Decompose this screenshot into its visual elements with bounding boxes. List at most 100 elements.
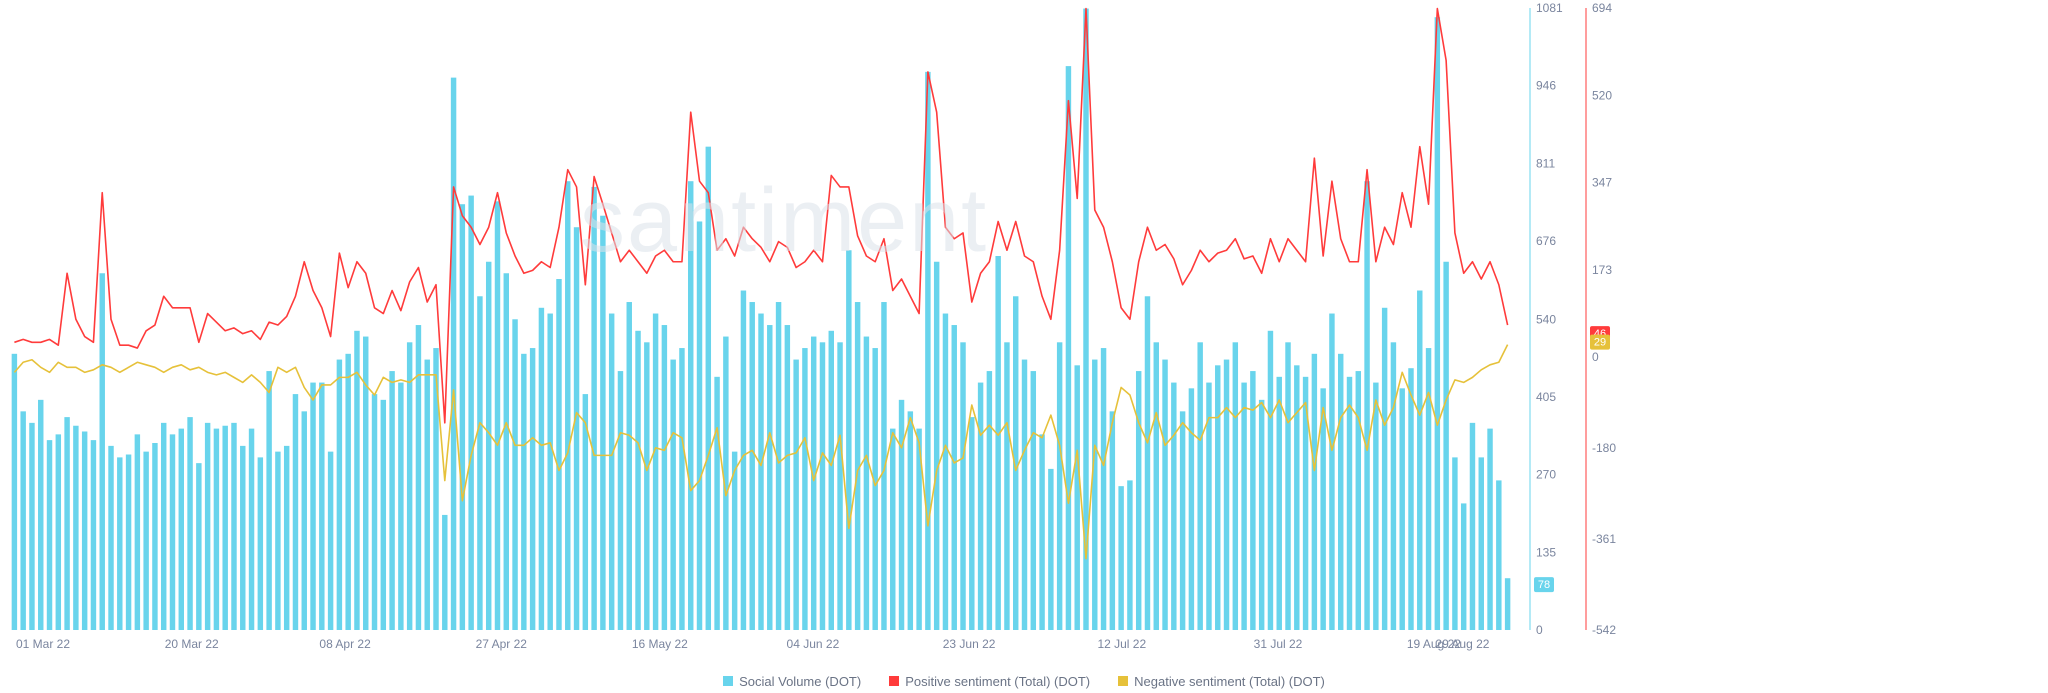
bar [1189, 388, 1194, 630]
bar [337, 360, 342, 630]
y2-tick: -542 [1592, 623, 1616, 637]
bar [1373, 383, 1378, 630]
bar [1215, 365, 1220, 630]
bar [143, 452, 148, 630]
bar [609, 314, 614, 630]
x-tick: 04 Jun 22 [787, 637, 840, 651]
bar [1479, 457, 1484, 630]
bar [1268, 331, 1273, 630]
bar [653, 314, 658, 630]
bar [1408, 368, 1413, 630]
bar [565, 181, 570, 630]
x-tick: 12 Jul 22 [1097, 637, 1146, 651]
bar [126, 455, 131, 630]
bar [222, 426, 227, 630]
bar [591, 187, 596, 630]
bar [468, 196, 473, 630]
bar [539, 308, 544, 630]
bar [381, 400, 386, 630]
bar [240, 446, 245, 630]
x-tick: 31 Jul 22 [1254, 637, 1303, 651]
bar [521, 354, 526, 630]
bar [1233, 342, 1238, 630]
bar [1470, 423, 1475, 630]
bar [1443, 262, 1448, 630]
bar [1127, 480, 1132, 630]
svg-text:78: 78 [1538, 579, 1550, 591]
chart-canvas: 01352704055406768119461081-542-361-18001… [0, 0, 2048, 693]
bar [635, 331, 640, 630]
x-tick: 23 Jun 22 [943, 637, 996, 651]
legend-item: Negative sentiment (Total) (DOT) [1118, 674, 1325, 689]
axis-badge: 78 [1534, 577, 1554, 592]
x-tick: 16 May 22 [632, 637, 688, 651]
bar [530, 348, 535, 630]
x-tick: 27 Apr 22 [476, 637, 528, 651]
bar [785, 325, 790, 630]
bar [644, 342, 649, 630]
bar [1118, 486, 1123, 630]
bar [890, 429, 895, 630]
bar [1496, 480, 1501, 630]
bar [486, 262, 491, 630]
bar [1057, 342, 1062, 630]
bar [214, 429, 219, 630]
bar [1136, 371, 1141, 630]
bar [574, 227, 579, 630]
y2-tick: -361 [1592, 532, 1616, 546]
bar [662, 325, 667, 630]
bar [319, 383, 324, 630]
bar [293, 394, 298, 630]
bar [1426, 348, 1431, 630]
bar [1224, 360, 1229, 630]
bar [1452, 457, 1457, 630]
bar [389, 371, 394, 630]
bar [12, 354, 17, 630]
bar [1101, 348, 1106, 630]
y2-tick: 520 [1592, 89, 1612, 103]
bar [29, 423, 34, 630]
bar [732, 452, 737, 630]
bar [793, 360, 798, 630]
bar [1391, 342, 1396, 630]
x-tick: 20 Mar 22 [165, 637, 219, 651]
bar [363, 337, 368, 630]
bar [679, 348, 684, 630]
bar [697, 221, 702, 630]
bar [1092, 360, 1097, 630]
bar [205, 423, 210, 630]
bar [776, 302, 781, 630]
bar [820, 342, 825, 630]
bar [1417, 291, 1422, 630]
bar [1312, 354, 1317, 630]
bar [670, 360, 675, 630]
bar [1399, 388, 1404, 630]
bar [908, 411, 913, 630]
bar [258, 457, 263, 630]
axis-badge: 29 [1590, 335, 1610, 350]
bar [1259, 400, 1264, 630]
bar [161, 423, 166, 630]
legend-item: Positive sentiment (Total) (DOT) [889, 674, 1090, 689]
svg-text:29: 29 [1594, 337, 1606, 349]
bar [398, 383, 403, 630]
bar [547, 314, 552, 630]
bar [960, 342, 965, 630]
bar [1066, 66, 1071, 630]
bar [196, 463, 201, 630]
bar [934, 262, 939, 630]
bar [1145, 296, 1150, 630]
bar [872, 348, 877, 630]
bar [556, 279, 561, 630]
bar [345, 354, 350, 630]
bar [1048, 469, 1053, 630]
bar [416, 325, 421, 630]
y1-tick: 0 [1536, 623, 1543, 637]
bar [1241, 383, 1246, 630]
bar [275, 452, 280, 630]
bar [688, 181, 693, 630]
y1-tick: 676 [1536, 234, 1556, 248]
y1-tick: 270 [1536, 468, 1556, 482]
bar [407, 342, 412, 630]
bar [64, 417, 69, 630]
